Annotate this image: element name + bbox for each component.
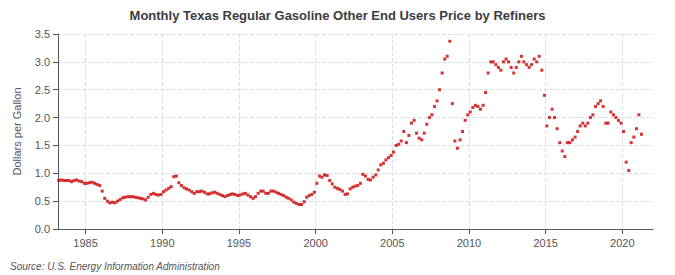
svg-text:2.0: 2.0 [35, 112, 50, 124]
svg-text:3.0: 3.0 [35, 56, 50, 68]
svg-text:3.5: 3.5 [35, 28, 50, 40]
svg-text:2015: 2015 [533, 237, 557, 249]
svg-text:0.5: 0.5 [35, 195, 50, 207]
svg-text:0.0: 0.0 [35, 223, 50, 235]
svg-text:1985: 1985 [73, 237, 97, 249]
svg-text:2010: 2010 [457, 237, 481, 249]
svg-text:1990: 1990 [150, 237, 174, 249]
svg-text:Dollars per Gallon: Dollars per Gallon [11, 87, 23, 175]
svg-text:2005: 2005 [380, 237, 404, 249]
svg-text:1995: 1995 [227, 237, 251, 249]
svg-text:2.5: 2.5 [35, 84, 50, 96]
svg-text:Source: U.S. Energy Informatio: Source: U.S. Energy Information Administ… [10, 261, 220, 272]
svg-text:1.5: 1.5 [35, 139, 50, 151]
svg-text:Monthly Texas Regular Gasoline: Monthly Texas Regular Gasoline Other End… [130, 8, 546, 23]
svg-text:1.0: 1.0 [35, 167, 50, 179]
svg-text:2020: 2020 [610, 237, 634, 249]
svg-text:2000: 2000 [303, 237, 327, 249]
